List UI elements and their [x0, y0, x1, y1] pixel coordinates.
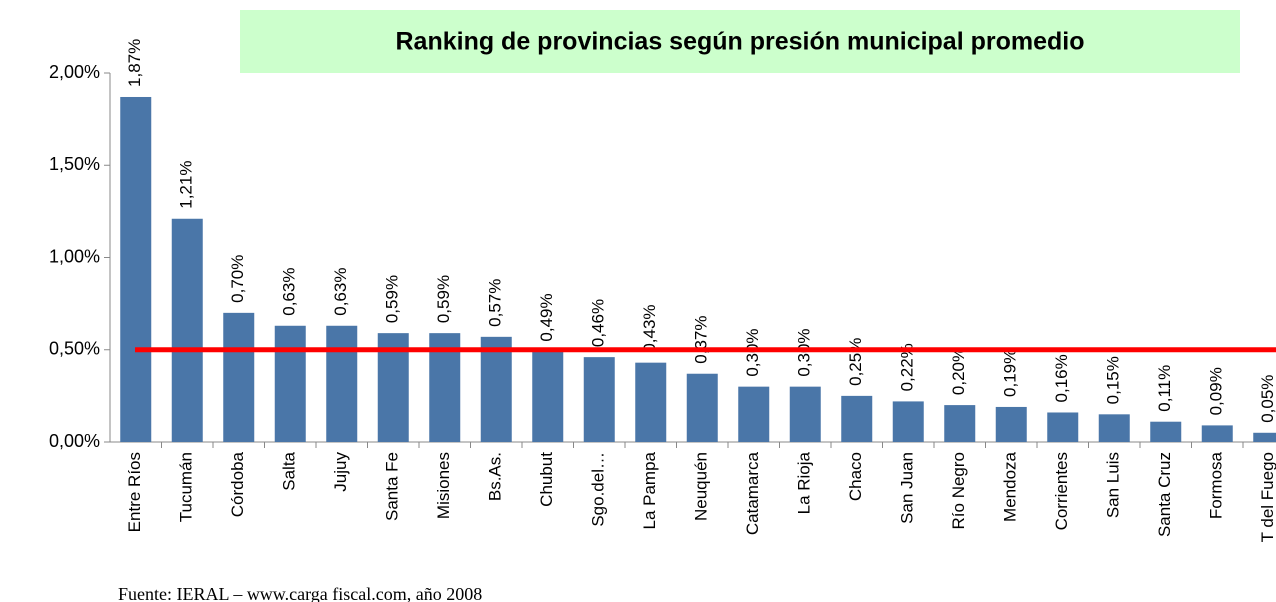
bar — [944, 405, 976, 442]
data-label: 0,30% — [795, 328, 814, 376]
data-label: 0,46% — [589, 299, 608, 347]
data-label: 0,11% — [1155, 365, 1174, 412]
x-tick-label: Catamarca — [743, 451, 762, 535]
bar — [841, 395, 873, 442]
bar — [1253, 432, 1276, 442]
bar — [1150, 421, 1182, 442]
data-label: 0,16% — [1052, 354, 1071, 402]
bar — [326, 325, 358, 442]
data-label: 0,20% — [949, 347, 968, 395]
x-tick-label: La Rioja — [795, 451, 814, 514]
y-tick-label: 1,50% — [49, 154, 100, 174]
data-label: 1,21% — [177, 161, 196, 209]
x-tick-label: Misiones — [434, 452, 453, 519]
x-tick-label: Chaco — [846, 452, 865, 501]
bar — [223, 312, 255, 442]
data-label: 0,63% — [280, 268, 299, 316]
data-label: 0,25% — [846, 338, 865, 386]
x-tick-label: Formosa — [1207, 451, 1226, 519]
data-label: 0,37% — [692, 316, 711, 364]
data-label: 0,49% — [537, 293, 556, 341]
x-tick-label: San Juan — [898, 452, 917, 524]
bar — [480, 336, 512, 442]
data-label: 0,30% — [743, 328, 762, 376]
data-label: 0,63% — [331, 268, 350, 316]
bar — [274, 325, 306, 442]
bar — [120, 96, 152, 443]
data-label: 0,09% — [1207, 367, 1226, 415]
x-tick-label: Santa Fe — [383, 452, 402, 521]
x-tick-label: Río Negro — [949, 452, 968, 529]
x-tick-label: Entre Ríos — [125, 452, 144, 532]
data-label: 1,87% — [125, 39, 144, 87]
data-label: 0,15% — [1104, 356, 1123, 404]
x-tick-label: Corrientes — [1052, 452, 1071, 530]
x-tick-label: Tucumán — [177, 452, 196, 522]
bar — [789, 386, 821, 442]
bar — [1098, 414, 1130, 442]
x-tick-label: San Luis — [1104, 452, 1123, 518]
data-label: 0,22% — [898, 343, 917, 391]
bar — [738, 386, 770, 442]
bar — [635, 362, 667, 442]
y-tick-label: 2,00% — [49, 62, 100, 82]
data-label: 0,05% — [1258, 375, 1276, 423]
chart-title: Ranking de provincias según presión muni… — [395, 28, 1084, 56]
x-tick-label: T del Fuego — [1258, 452, 1276, 542]
y-tick-label: 1,00% — [49, 246, 100, 266]
x-tick-label: Bs.As. — [486, 452, 505, 501]
source-note: Fuente: IERAL – www.carga fiscal.com, añ… — [118, 584, 482, 602]
bar — [686, 373, 718, 442]
bar — [1201, 425, 1233, 442]
x-tick-label: Salta — [280, 451, 299, 490]
data-label: 0,19% — [1001, 349, 1020, 397]
bar — [532, 351, 564, 442]
bar — [995, 406, 1027, 442]
title-box — [240, 10, 1240, 73]
x-tick-label: Mendoza — [1001, 451, 1020, 521]
x-tick-label: Córdoba — [228, 451, 247, 517]
bar — [892, 401, 924, 442]
x-tick-label: La Pampa — [640, 451, 659, 529]
x-tick-label: Jujuy — [331, 452, 350, 492]
data-label: 0,57% — [486, 279, 505, 327]
y-tick-label: 0,00% — [49, 431, 100, 451]
x-tick-label: Sgo.del… — [589, 452, 608, 527]
data-label: 0,70% — [228, 255, 247, 303]
x-tick-label: Chubut — [537, 452, 556, 507]
bar — [583, 357, 615, 442]
data-label: 0,59% — [383, 275, 402, 323]
data-label: 0,43% — [640, 304, 659, 352]
x-tick-label: Santa Cruz — [1155, 452, 1174, 537]
bar — [171, 218, 203, 442]
data-label: 0,59% — [434, 275, 453, 323]
bar — [1047, 412, 1079, 442]
y-tick-label: 0,50% — [49, 339, 100, 359]
x-tick-label: Neuquén — [692, 452, 711, 521]
